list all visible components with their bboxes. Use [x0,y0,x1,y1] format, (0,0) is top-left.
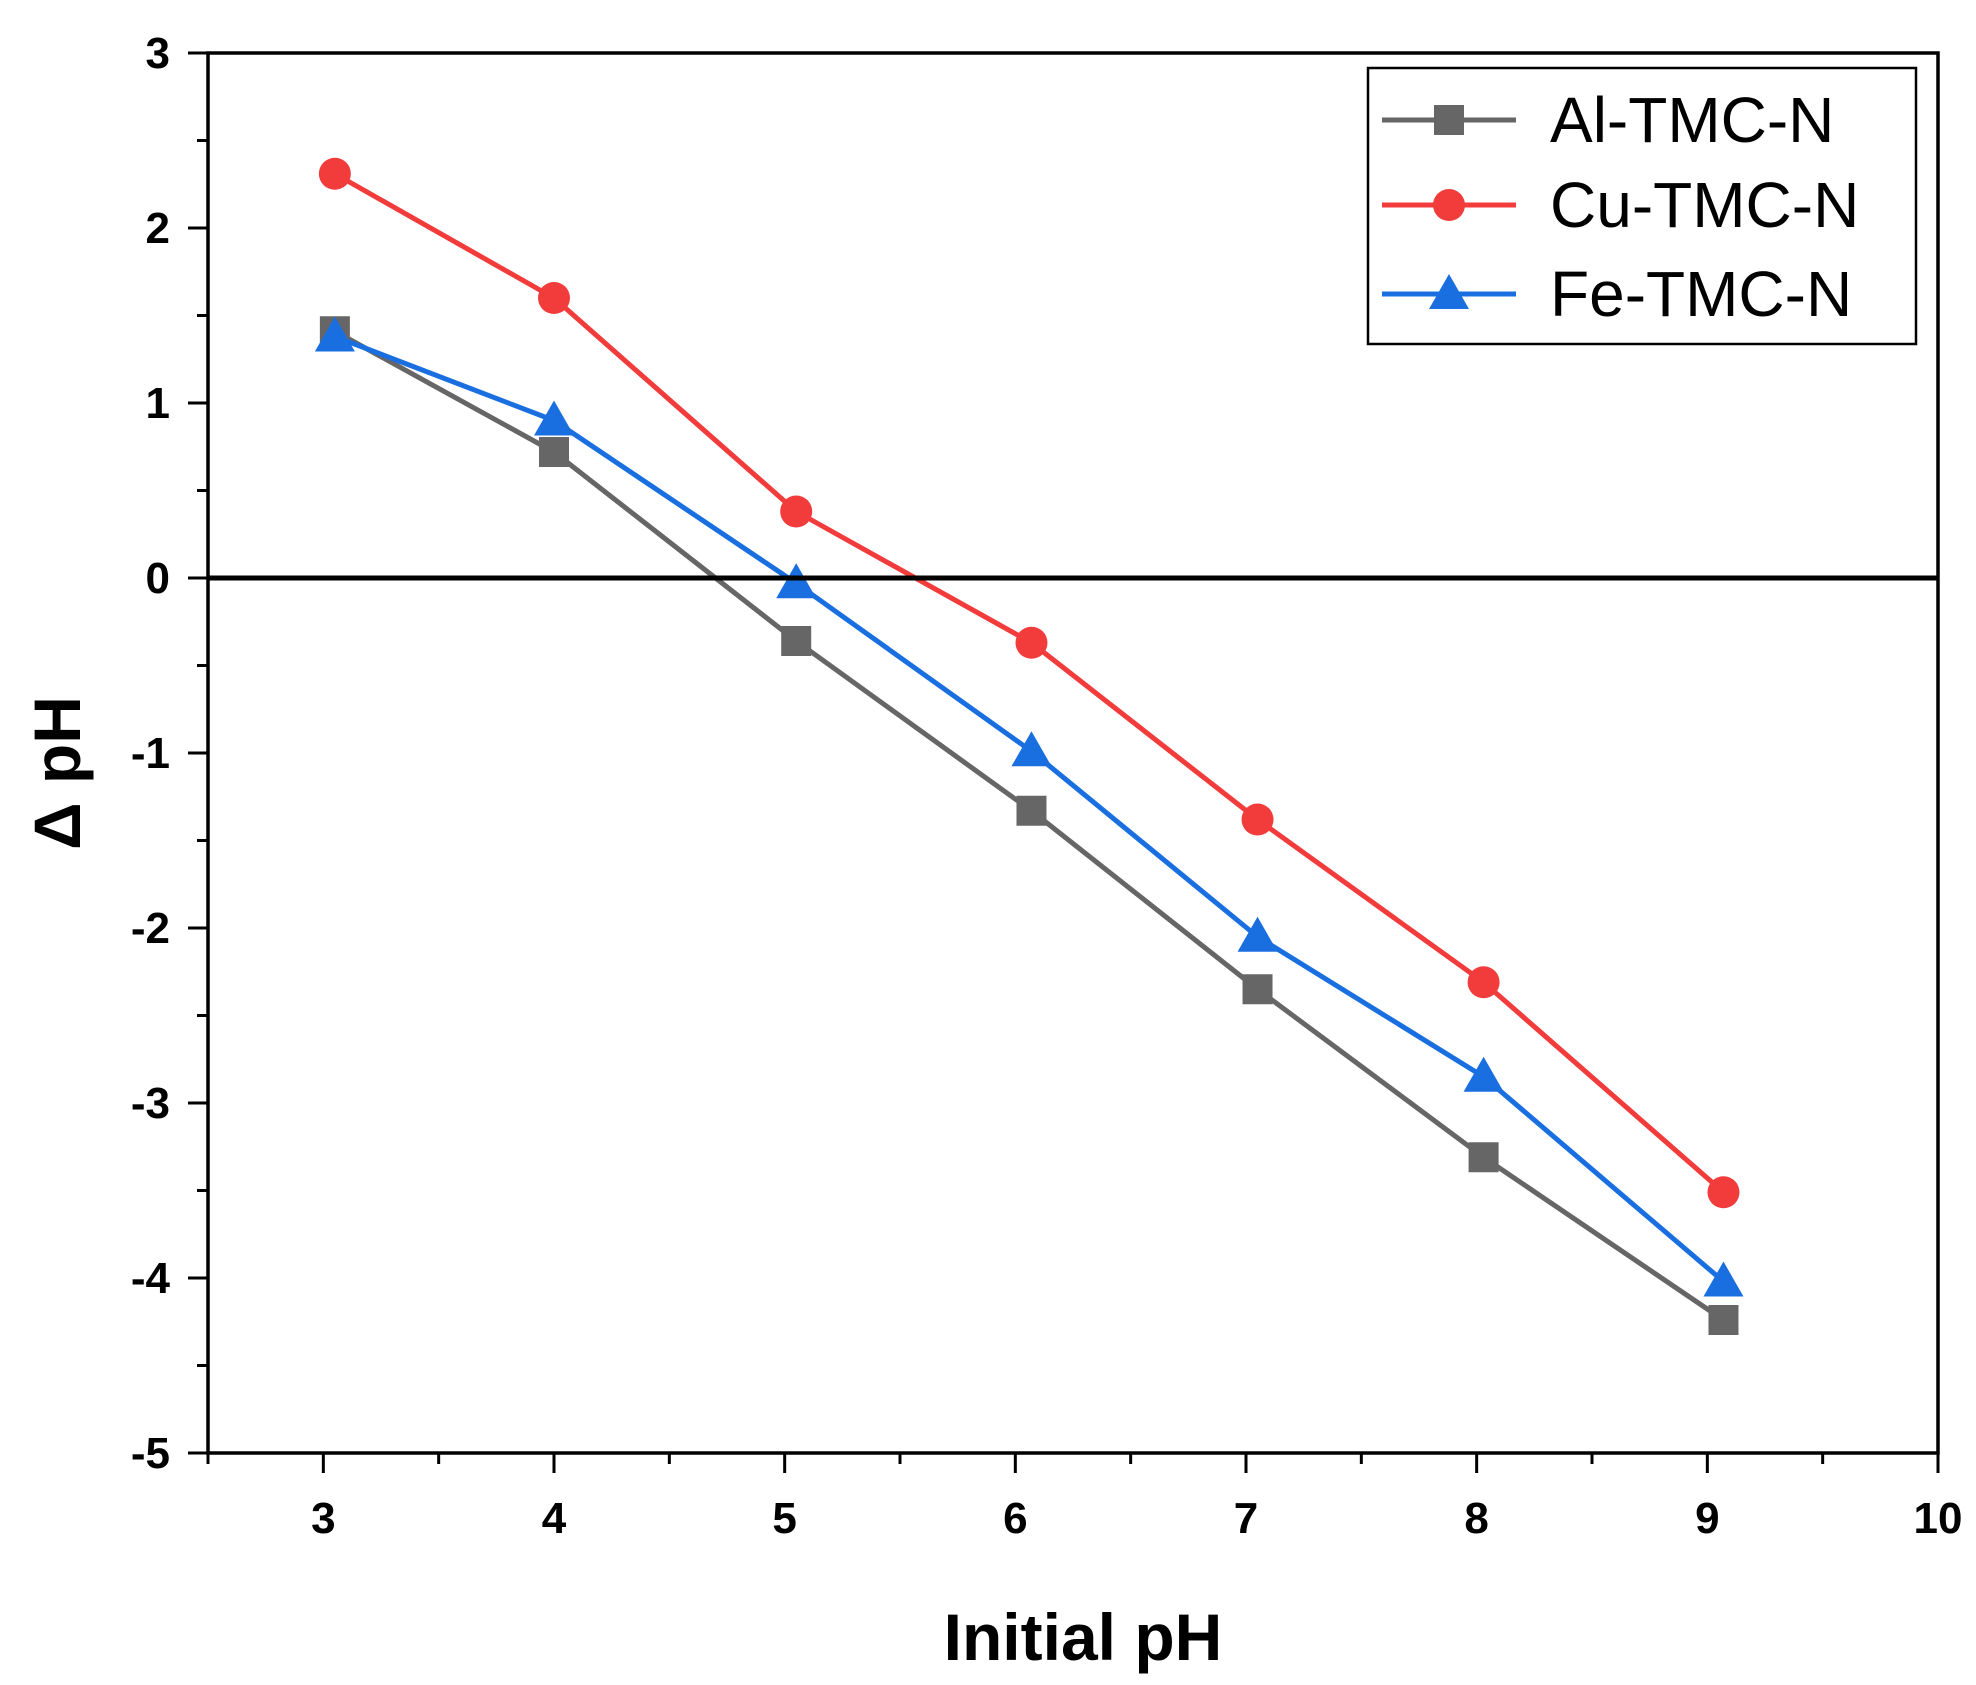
series-cu-tmc-n [318,157,1740,1209]
series-fe-tmc-n [314,316,1744,1297]
data-point [538,282,570,314]
data-point [1015,626,1048,659]
legend-label-cu-tmc-n: Cu-TMC-N [1550,169,1859,241]
data-point [318,157,351,190]
data-point [1237,916,1278,952]
data-point [1467,966,1500,999]
y-axis-title: Δ pH [20,696,94,850]
legend-marks [1382,105,1516,309]
data-point [1463,1056,1504,1092]
legend-marker [1433,189,1465,221]
data-point [776,563,817,599]
data-point [534,400,574,436]
series-layer [314,157,1744,1335]
data-point [314,316,355,352]
axes-layer: 3 4 5 6 7 8 9 10 -5 -4 -3 -2 -1 0 1 2 3 [131,29,1963,1543]
series-al-tmc-n [319,316,1739,1335]
legend-label-fe-tmc-n: Fe-TMC-N [1550,258,1852,330]
y-tick-label: -4 [131,1254,171,1303]
data-point [1242,974,1273,1005]
data-point [1707,1176,1740,1209]
y-tick-label: -3 [131,1079,170,1128]
y-tick-label: 3 [146,29,170,78]
x-tick-label: 5 [772,1494,796,1543]
y-tick-label: 2 [146,204,170,253]
x-tick-label: 6 [1003,1494,1027,1543]
data-point [781,626,812,656]
data-point [780,495,813,528]
data-point [1016,795,1047,826]
y-tick-label: 0 [146,554,170,603]
x-tick-label: 3 [311,1494,335,1543]
x-tick-label: 9 [1695,1494,1719,1543]
data-point [1468,1142,1499,1173]
x-tick-label: 7 [1234,1494,1258,1543]
legend-marker [1434,105,1464,135]
legend-label-al-tmc-n: Al-TMC-N [1550,84,1834,156]
x-tick-label: 10 [1914,1494,1963,1543]
data-point [1703,1261,1744,1297]
x-axis-title: Initial pH [944,1600,1223,1674]
data-point [1708,1305,1739,1335]
data-point [1241,803,1274,836]
y-tick-label: -2 [131,904,170,953]
y-tick-label: -5 [131,1429,170,1478]
data-point [539,437,569,467]
y-tick-label: 1 [146,379,170,428]
legend-marker [1429,274,1469,309]
x-tick-label: 8 [1464,1494,1488,1543]
y-tick-label: -1 [131,729,170,778]
data-point [1011,731,1052,767]
x-tick-label: 4 [542,1494,567,1543]
